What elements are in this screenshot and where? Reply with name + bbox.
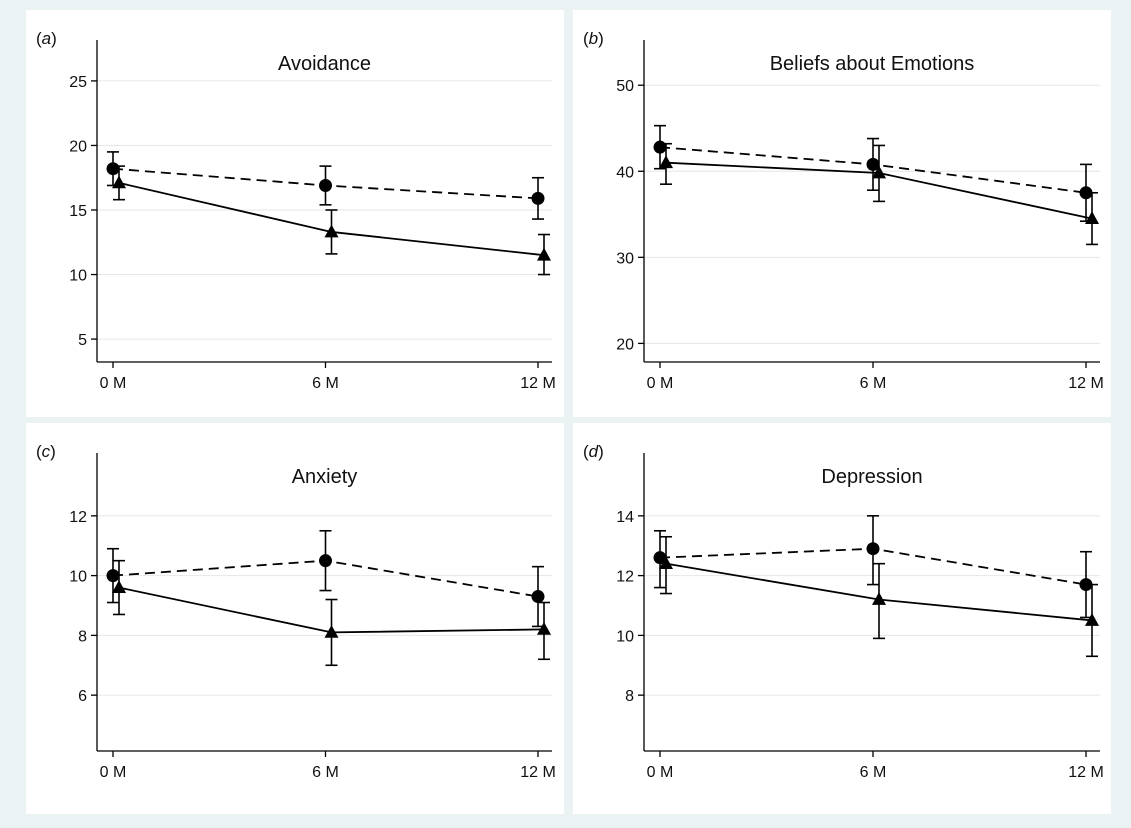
panel-label: (d) xyxy=(583,442,604,461)
data-point-triangle xyxy=(659,155,673,169)
data-point-triangle xyxy=(1085,613,1099,626)
data-point-circle xyxy=(531,191,545,205)
data-point-triangle xyxy=(872,592,886,605)
x-tick-label: 0 M xyxy=(100,764,127,781)
panel-label: (c) xyxy=(36,442,56,461)
x-tick-label: 12 M xyxy=(1068,764,1104,781)
data-point-triangle xyxy=(112,175,126,189)
data-point-circle xyxy=(106,569,120,583)
y-tick-label: 6 xyxy=(78,688,87,705)
data-point-triangle xyxy=(537,621,551,635)
y-tick-label: 14 xyxy=(616,509,634,526)
y-tick-label: 30 xyxy=(616,250,634,267)
y-tick-label: 40 xyxy=(616,164,634,181)
x-tick-label: 0 M xyxy=(100,375,127,392)
x-tick-label: 12 M xyxy=(520,764,556,781)
data-point-triangle xyxy=(659,556,673,570)
x-tick-label: 6 M xyxy=(860,764,887,781)
y-tick-label: 10 xyxy=(69,569,87,586)
data-point-triangle xyxy=(324,624,339,638)
panel-label: (a) xyxy=(36,29,57,48)
data-point-triangle xyxy=(112,580,126,593)
x-tick-label: 6 M xyxy=(312,375,339,392)
panel-label: (b) xyxy=(583,29,604,48)
y-tick-label: 25 xyxy=(69,74,87,91)
x-tick-label: 12 M xyxy=(1068,375,1104,392)
panel-background xyxy=(573,10,1111,417)
x-tick-label: 12 M xyxy=(520,375,556,392)
data-point-circle xyxy=(866,542,880,556)
x-tick-label: 6 M xyxy=(312,764,339,781)
y-tick-label: 5 xyxy=(78,332,87,349)
y-tick-label: 10 xyxy=(616,628,634,645)
data-point-triangle xyxy=(872,165,886,179)
x-tick-label: 6 M xyxy=(860,375,887,392)
data-point-circle xyxy=(319,178,332,192)
panel-a: 5 10 15 20 25 0 M 6 M 12 M (a) Avoidance xyxy=(26,10,564,417)
y-tick-label: 20 xyxy=(69,138,87,155)
panel-title: Beliefs about Emotions xyxy=(770,53,975,75)
data-point-circle xyxy=(866,157,880,171)
data-point-triangle xyxy=(537,247,551,261)
y-tick-label: 15 xyxy=(69,203,87,220)
panel-background xyxy=(26,10,564,417)
data-point-circle xyxy=(653,551,667,565)
y-tick-label: 8 xyxy=(625,688,634,705)
panel-b: 20 30 40 50 0 M 6 M 12 M (b) Beliefs about Emoti… xyxy=(573,10,1111,417)
x-tick-label: 0 M xyxy=(647,375,674,392)
y-tick-label: 20 xyxy=(616,336,634,353)
panel-title: Anxiety xyxy=(292,466,358,488)
panel-title: Depression xyxy=(821,466,922,488)
y-tick-label: 10 xyxy=(69,268,87,285)
data-point-circle xyxy=(531,590,545,604)
panel-d: 8 10 12 14 0 M 6 M 12 M (d) Depression xyxy=(573,423,1111,814)
y-tick-label: 8 xyxy=(78,628,87,645)
data-point-triangle xyxy=(1085,211,1099,225)
data-point-triangle xyxy=(324,224,339,238)
panel-background xyxy=(573,423,1111,814)
y-tick-label: 12 xyxy=(616,569,634,586)
y-tick-label: 12 xyxy=(69,509,87,526)
panel-title: Avoidance xyxy=(278,53,371,75)
panel-c: 6 8 10 12 0 M 6 M 12 M (c) Anxiety xyxy=(26,423,564,814)
data-point-circle xyxy=(319,554,332,568)
panel-background xyxy=(26,423,564,814)
x-tick-label: 0 M xyxy=(647,764,674,781)
y-tick-label: 50 xyxy=(616,78,634,95)
data-point-circle xyxy=(653,140,667,154)
data-point-circle xyxy=(106,162,120,176)
